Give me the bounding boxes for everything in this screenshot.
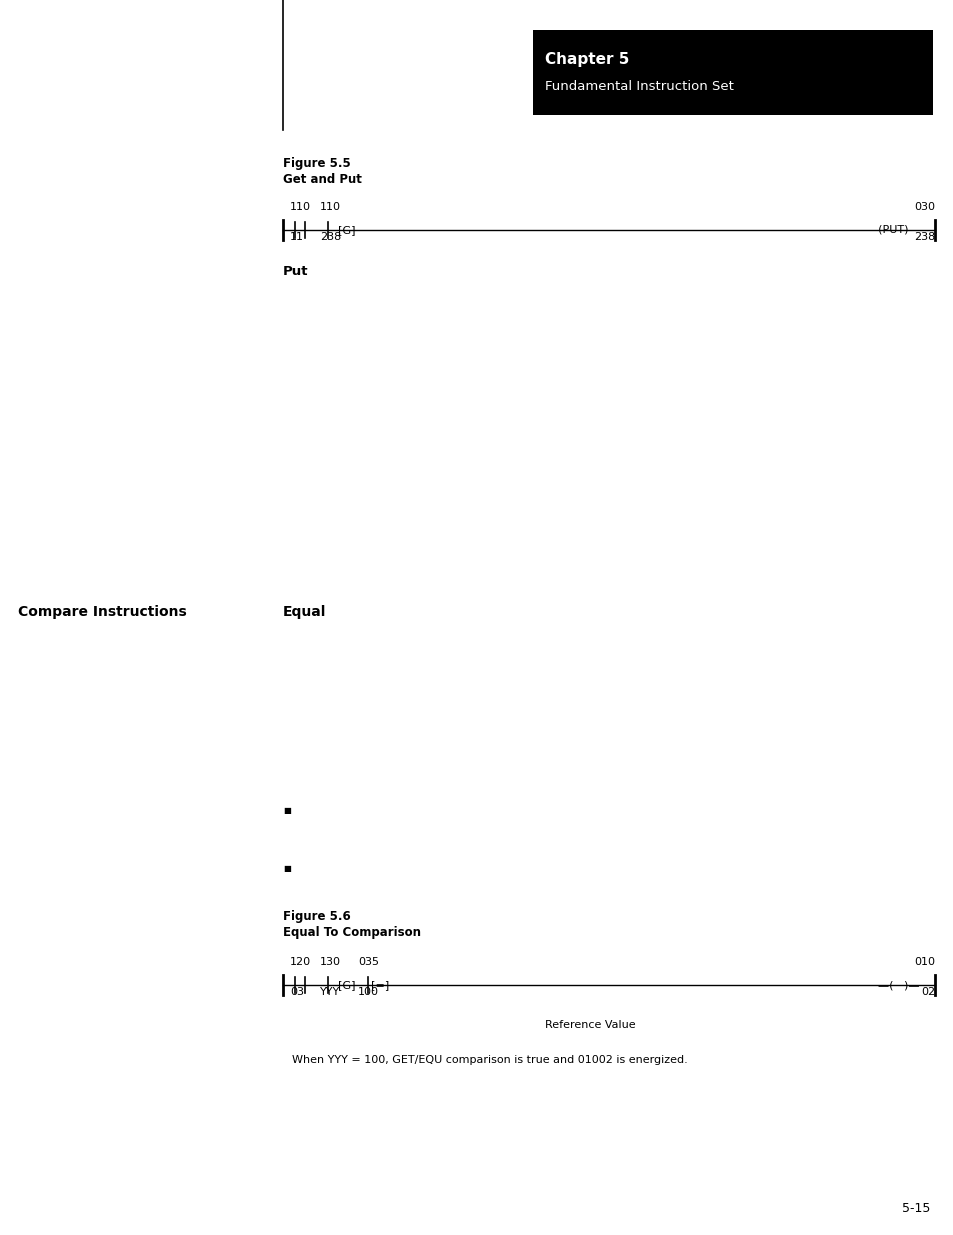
Text: —(   )—: —( )—: [878, 981, 919, 990]
Text: Equal To Comparison: Equal To Comparison: [283, 926, 420, 939]
Text: 238: 238: [319, 232, 341, 242]
Text: 110: 110: [319, 203, 340, 212]
Text: Equal: Equal: [283, 605, 326, 619]
Text: 03: 03: [290, 987, 304, 997]
Text: 110: 110: [290, 203, 311, 212]
Text: Reference Value: Reference Value: [544, 1020, 635, 1030]
Text: [=]: [=]: [371, 981, 389, 990]
Text: Fundamental Instruction Set: Fundamental Instruction Set: [544, 80, 733, 93]
Text: 238: 238: [913, 232, 934, 242]
Text: 120: 120: [290, 957, 311, 967]
Text: Put: Put: [283, 266, 308, 278]
Text: 010: 010: [913, 957, 934, 967]
Text: 02: 02: [920, 987, 934, 997]
Text: YYY: YYY: [319, 987, 340, 997]
Text: 030: 030: [913, 203, 934, 212]
Text: 5-15: 5-15: [901, 1202, 929, 1215]
Text: [G]: [G]: [337, 225, 355, 235]
Text: ■: ■: [283, 805, 291, 815]
Text: Chapter 5: Chapter 5: [544, 52, 629, 67]
Text: 035: 035: [357, 957, 378, 967]
Text: [G]: [G]: [337, 981, 355, 990]
Text: 130: 130: [319, 957, 340, 967]
Text: 11: 11: [290, 232, 304, 242]
Text: Figure 5.6: Figure 5.6: [283, 910, 351, 923]
Text: —(PUT)—: —(PUT)—: [866, 225, 919, 235]
Text: When YYY = 100, GET/EQU comparison is true and 01002 is energized.: When YYY = 100, GET/EQU comparison is tr…: [292, 1055, 687, 1065]
Text: ■: ■: [283, 863, 291, 872]
FancyBboxPatch shape: [533, 30, 932, 115]
Text: Figure 5.5: Figure 5.5: [283, 157, 351, 170]
Text: 100: 100: [357, 987, 378, 997]
Text: Get and Put: Get and Put: [283, 173, 361, 186]
Text: Compare Instructions: Compare Instructions: [18, 605, 187, 619]
